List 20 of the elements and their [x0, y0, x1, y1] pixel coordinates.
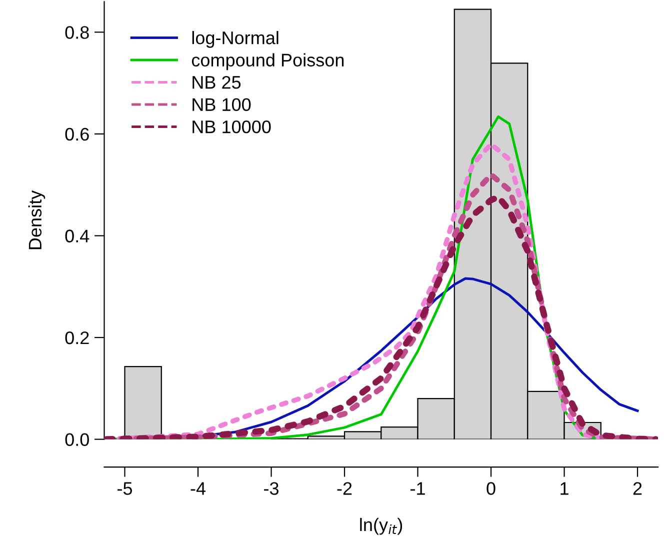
- y-axis-title: Density: [28, 190, 46, 250]
- legend-label: compound Poisson: [192, 53, 344, 70]
- x-tick-label: -3: [264, 482, 278, 495]
- y-tick-label: 0.0: [65, 433, 89, 446]
- x-tick-label: -4: [190, 482, 206, 495]
- x-tick-label: 1: [560, 482, 568, 495]
- x-tick-label: 0: [486, 482, 496, 495]
- x-tick-label: -2: [337, 482, 352, 495]
- x-tick-label: -5: [118, 482, 132, 495]
- y-tick-label: 0.4: [65, 230, 90, 242]
- legend-label: NB 100: [192, 98, 251, 112]
- x-tick-label: -1: [410, 482, 425, 495]
- legend-label: NB 25: [192, 76, 241, 89]
- x-tick-label: 2: [633, 482, 642, 495]
- y-tick-label: 0.6: [65, 128, 89, 141]
- legend-label: log-Normal: [192, 31, 278, 48]
- x-axis-title: ln(y$_{it}$): [360, 518, 402, 535]
- y-tick-label: 0.8: [65, 26, 89, 39]
- legend-label: NB 10000: [192, 120, 271, 134]
- y-tick-label: 0.2: [65, 331, 89, 344]
